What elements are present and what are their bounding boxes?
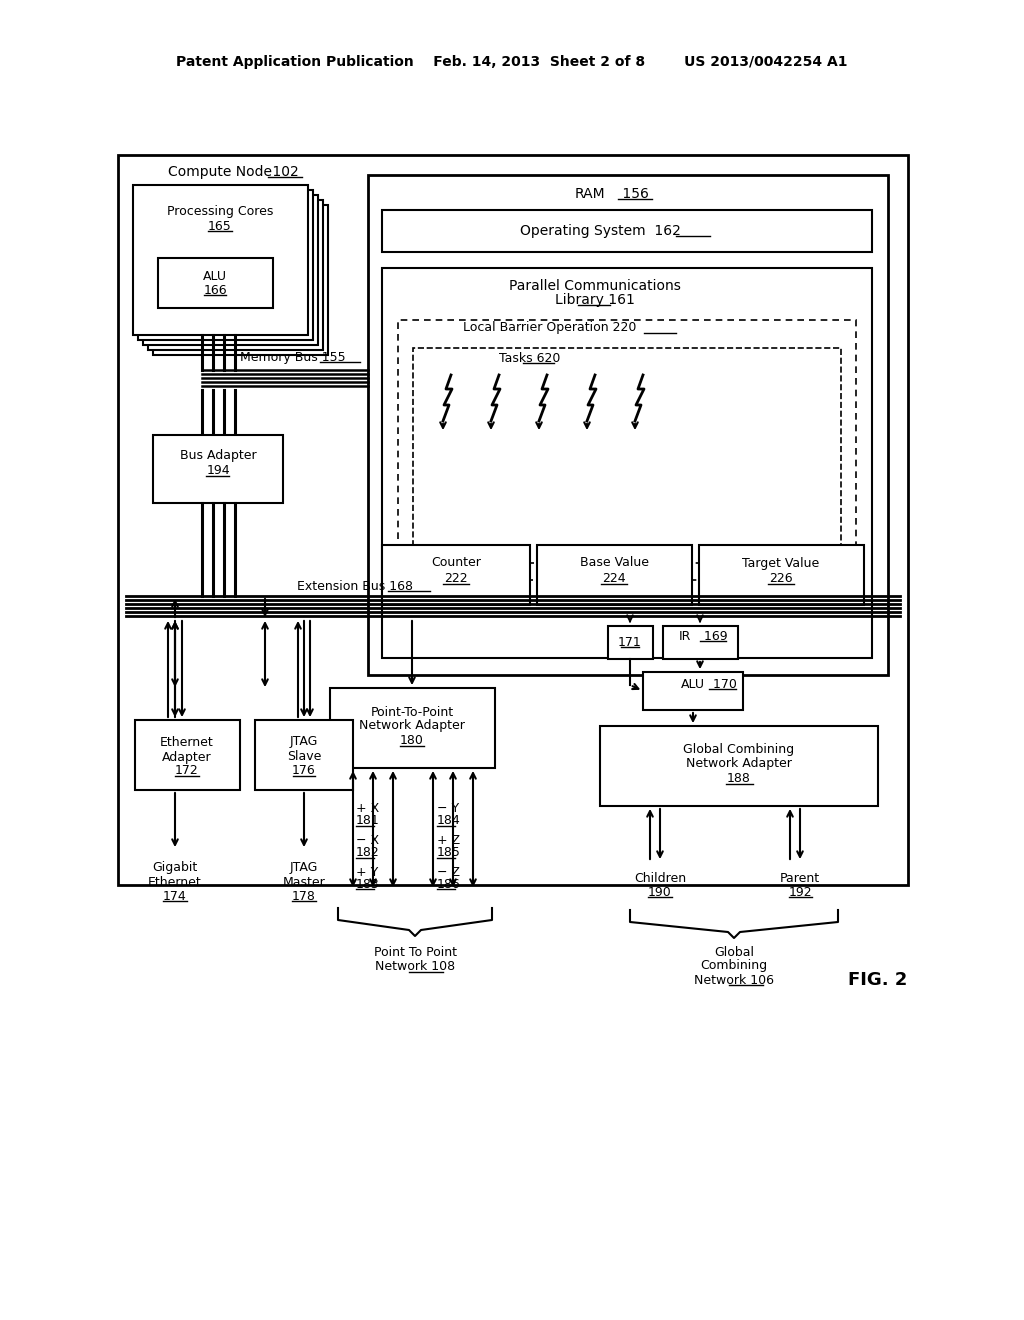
Text: 180: 180 — [400, 734, 424, 747]
Text: 190: 190 — [648, 886, 672, 899]
Text: 192: 192 — [788, 886, 812, 899]
Text: + Z: + Z — [437, 833, 460, 846]
Bar — [133, 185, 308, 335]
Bar — [143, 195, 318, 345]
Text: RAM: RAM — [574, 187, 605, 201]
Bar — [138, 190, 313, 341]
Bar — [382, 210, 872, 252]
Text: 178: 178 — [292, 890, 316, 903]
Text: 222: 222 — [444, 573, 468, 586]
Text: 194: 194 — [206, 465, 229, 478]
Text: 184: 184 — [437, 814, 461, 828]
Text: 102: 102 — [268, 165, 299, 180]
Text: + X: + X — [356, 801, 379, 814]
Bar — [382, 268, 872, 657]
Text: 172: 172 — [175, 764, 199, 777]
Text: 156: 156 — [618, 187, 649, 201]
Text: Bus Adapter: Bus Adapter — [179, 450, 256, 462]
Text: Patent Application Publication    Feb. 14, 2013  Sheet 2 of 8        US 2013/004: Patent Application Publication Feb. 14, … — [176, 55, 848, 69]
Bar — [148, 201, 323, 350]
Text: 176: 176 — [292, 764, 315, 777]
Text: Compute Node: Compute Node — [168, 165, 272, 180]
Bar — [118, 154, 908, 884]
Bar — [158, 257, 273, 308]
Text: 226: 226 — [769, 573, 793, 586]
Text: Gigabit: Gigabit — [153, 862, 198, 874]
Text: Network Adapter: Network Adapter — [686, 758, 792, 771]
Text: Operating System  162: Operating System 162 — [519, 224, 680, 238]
Bar — [330, 688, 495, 768]
Text: Library 161: Library 161 — [555, 293, 635, 308]
Text: 169: 169 — [700, 630, 728, 643]
Bar — [368, 176, 888, 675]
Text: FIG. 2: FIG. 2 — [848, 972, 907, 989]
Text: ALU: ALU — [203, 269, 227, 282]
Text: JTAG: JTAG — [290, 735, 318, 748]
Text: Network 108: Network 108 — [375, 961, 455, 974]
Text: 171: 171 — [618, 635, 642, 648]
Text: Memory Bus 155: Memory Bus 155 — [241, 351, 346, 363]
Text: 186: 186 — [437, 878, 461, 891]
Text: 185: 185 — [437, 846, 461, 859]
Text: Tasks 620: Tasks 620 — [500, 351, 561, 364]
Text: Extension Bus 168: Extension Bus 168 — [297, 579, 413, 593]
Bar — [153, 436, 283, 503]
Text: IR: IR — [679, 630, 691, 643]
Text: 181: 181 — [356, 814, 380, 828]
Bar — [135, 719, 240, 789]
Text: Network Adapter: Network Adapter — [359, 719, 465, 733]
Bar — [382, 545, 530, 605]
Bar — [255, 719, 353, 789]
Text: Base Value: Base Value — [580, 557, 648, 569]
Text: Counter: Counter — [431, 557, 481, 569]
Text: 182: 182 — [356, 846, 380, 859]
Text: Adapter: Adapter — [162, 751, 212, 763]
Text: Parallel Communications: Parallel Communications — [509, 279, 681, 293]
Bar — [608, 626, 653, 659]
Text: 188: 188 — [727, 772, 751, 785]
Bar — [600, 726, 878, 807]
Bar — [643, 672, 743, 710]
Text: Global: Global — [714, 945, 754, 958]
Text: Slave: Slave — [287, 751, 322, 763]
Text: + Y: + Y — [356, 866, 378, 879]
Text: Network 106: Network 106 — [694, 974, 774, 986]
Text: Parent: Parent — [780, 871, 820, 884]
Bar — [413, 348, 841, 564]
Text: − Y: − Y — [437, 801, 459, 814]
Text: Combining: Combining — [700, 960, 768, 973]
Bar — [699, 545, 864, 605]
Bar — [537, 545, 692, 605]
Text: ALU: ALU — [681, 677, 705, 690]
Text: 174: 174 — [163, 890, 186, 903]
Bar — [153, 205, 328, 355]
Text: Children: Children — [634, 871, 686, 884]
Bar — [663, 626, 738, 659]
Text: 183: 183 — [356, 878, 380, 891]
Text: 165: 165 — [208, 219, 231, 232]
Text: Processing Cores: Processing Cores — [167, 206, 273, 219]
Text: Global Combining: Global Combining — [683, 743, 795, 756]
Text: 166: 166 — [203, 284, 226, 297]
Text: Ethernet: Ethernet — [160, 735, 214, 748]
Text: Target Value: Target Value — [742, 557, 819, 569]
Text: 170: 170 — [709, 677, 737, 690]
Text: Master: Master — [283, 875, 326, 888]
Text: Local Barrier Operation 220: Local Barrier Operation 220 — [463, 322, 637, 334]
Text: − Z: − Z — [437, 866, 460, 879]
Text: Point-To-Point: Point-To-Point — [371, 705, 454, 718]
Bar — [398, 319, 856, 579]
Text: − X: − X — [356, 833, 379, 846]
Text: JTAG: JTAG — [290, 862, 318, 874]
Text: Ethernet: Ethernet — [148, 875, 202, 888]
Text: 224: 224 — [602, 573, 626, 586]
Text: Point To Point: Point To Point — [374, 946, 457, 960]
